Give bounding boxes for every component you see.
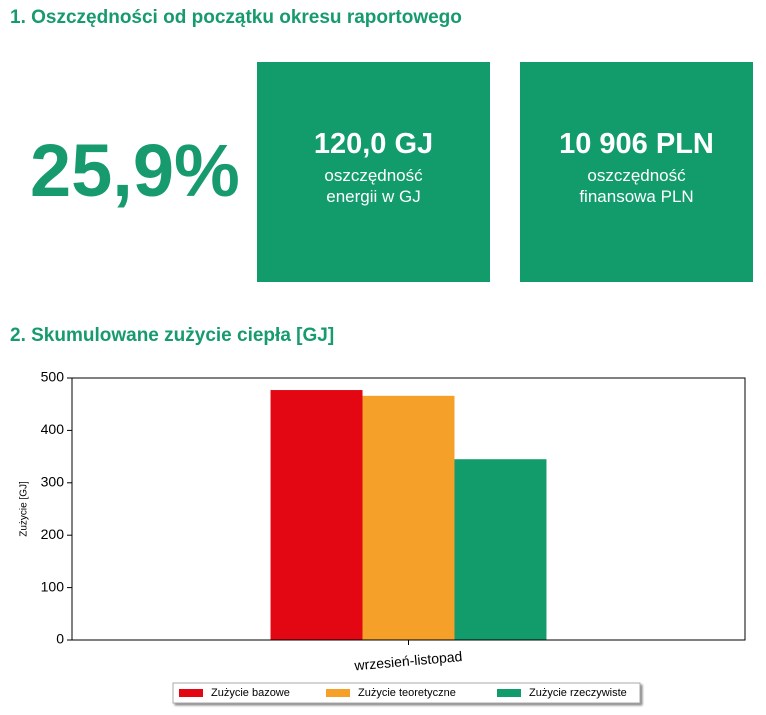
bar — [362, 395, 455, 640]
section-title: 2. Skumulowane zużycie ciepła [GJ] — [10, 325, 335, 346]
x-tick-label: wrzesień-listopad — [353, 648, 463, 673]
legend-label: Zużycie bazowe — [211, 687, 290, 699]
legend-label: Zużycie teoretyczne — [358, 687, 456, 699]
kpi-label: energii w GJ — [326, 187, 421, 206]
legend-swatch — [497, 689, 521, 697]
bar — [270, 390, 363, 640]
kpi-card: 10 906 PLN oszczędność finansowa PLN — [520, 62, 753, 282]
chart: Zużycie [GJ] 0 100 200 300 400 500 wrzesień-lis… — [19, 369, 746, 704]
legend-box — [172, 682, 641, 704]
y-tick-label: 500 — [41, 369, 65, 385]
y-tick-label: 200 — [41, 526, 65, 542]
savings-percent: 25,9% — [30, 129, 240, 212]
legend-swatch — [326, 689, 350, 697]
kpi-label: oszczędność — [587, 166, 686, 185]
plot-frame — [71, 377, 746, 641]
y-tick-label: 400 — [41, 421, 65, 437]
kpi-value: 10 906 PLN — [559, 128, 714, 160]
kpi-card: 120,0 GJ oszczędność energii w GJ — [257, 62, 490, 282]
legend-swatch — [179, 689, 203, 697]
y-tick-label: 100 — [41, 578, 65, 594]
kpi-value: 120,0 GJ — [313, 128, 434, 160]
y-axis-label: Zużycie [GJ] — [19, 481, 30, 537]
y-tick-label: 300 — [41, 474, 65, 490]
bar — [454, 459, 547, 640]
legend-label: Zużycie rzeczywiste — [529, 687, 627, 699]
kpi-label: oszczędność — [324, 166, 423, 185]
section-title: 1. Oszczędności od początku okresu rapor… — [10, 7, 462, 28]
y-tick-label: 0 — [56, 631, 64, 647]
kpi-label: finansowa PLN — [579, 187, 694, 206]
